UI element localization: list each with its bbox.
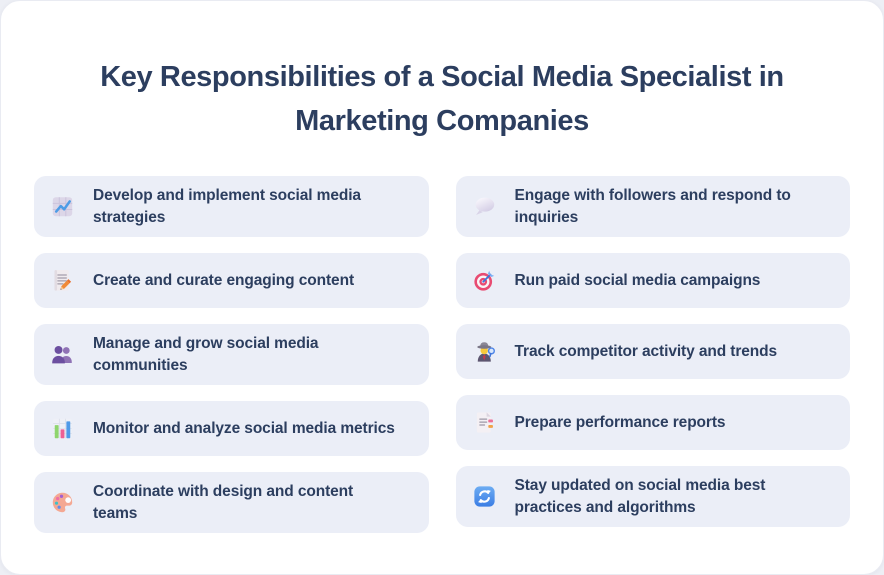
responsibility-text: Track competitor activity and trends [514,342,778,360]
responsibility-text: Manage and grow social media communities [93,335,319,374]
responsibility-text: Run paid social media campaigns [514,271,761,289]
responsibility-card: Engage with followers and respond to inq… [455,176,850,237]
chart-increasing-icon [49,193,76,220]
bar-chart-icon [49,415,76,442]
column-right: Engage with followers and respond to inq… [455,176,850,533]
memo-icon [49,267,76,294]
direct-hit-icon [471,267,498,294]
artist-palette-icon [49,489,76,516]
page-title: Key Responsibilities of a Social Media S… [100,61,784,137]
responsibility-card: Prepare performance reports [455,395,850,450]
busts-in-silhouette-icon [49,341,76,368]
column-left: Develop and implement social media strat… [34,176,429,533]
responsibilities-grid: Develop and implement social media strat… [1,176,883,533]
responsibility-card: Develop and implement social media strat… [34,176,429,237]
responsibility-card: Create and curate engaging content [34,253,429,308]
responsibility-card: Track competitor activity and trends [455,324,850,379]
responsibility-card: Monitor and analyze social media metrics [34,401,429,456]
responsibility-text: Engage with followers and respond to inq… [514,187,791,226]
responsibility-text: Create and curate engaging content [93,271,355,289]
responsibility-card: Manage and grow social media communities [34,324,429,385]
responsibility-text: Prepare performance reports [514,413,726,431]
counterclockwise-arrows-icon [471,483,498,510]
responsibility-text: Stay updated on social media best practi… [514,477,766,516]
responsibility-text: Monitor and analyze social media metrics [93,419,395,437]
bookmark-tabs-icon [471,409,498,436]
responsibility-card: Run paid social media campaigns [455,253,850,308]
speech-balloon-icon [471,193,498,220]
responsibility-text: Develop and implement social media strat… [93,187,361,226]
detective-icon [471,338,498,365]
responsibility-card: Stay updated on social media best practi… [455,466,850,527]
responsibility-card: Coordinate with design and content teams [34,472,429,533]
responsibility-text: Coordinate with design and content teams [93,483,354,522]
